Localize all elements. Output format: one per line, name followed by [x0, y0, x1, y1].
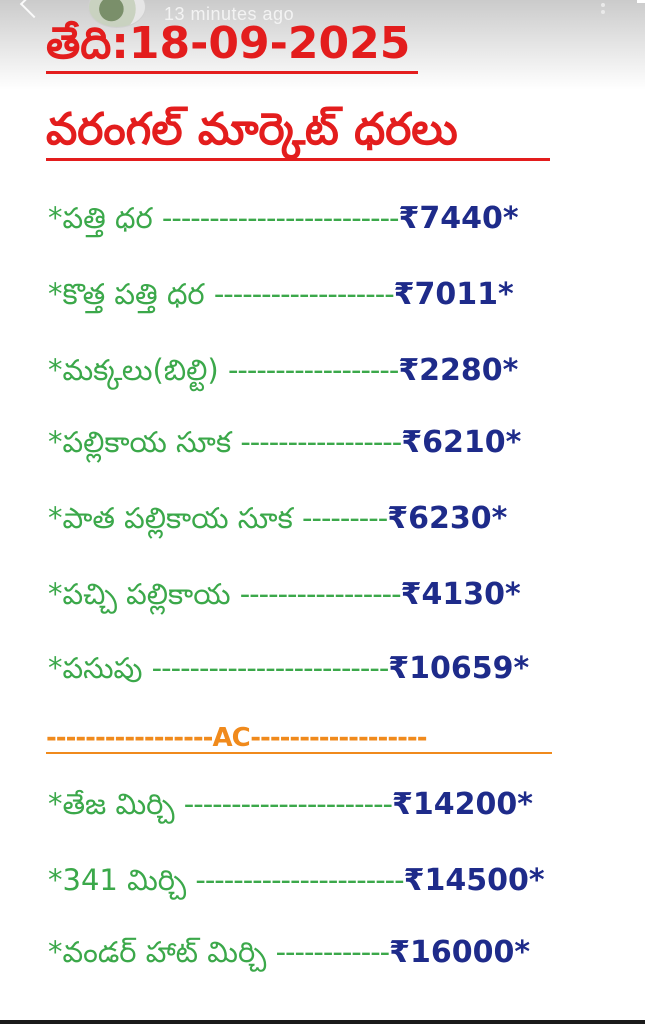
ac-divider-label: AC [212, 723, 251, 753]
item-price: ₹7011* [393, 277, 514, 312]
item-name: *కొత్త పత్తి ధర [48, 277, 214, 311]
item-name: *పల్లికాయ సూక [48, 425, 241, 459]
dash-leader: ------------------------- [161, 201, 400, 235]
bottom-edge [0, 1020, 645, 1024]
item-price: ₹6230* [387, 501, 508, 536]
date-underline [46, 71, 418, 74]
price-row-wonder-hot-chilli: *వండర్ హాట్ మిర్చి ------------₹16000* [48, 930, 608, 974]
item-name: *పాత పల్లికాయ సూక [48, 501, 303, 535]
dash-leader: ------------------- [213, 277, 395, 311]
price-row-new-cotton: *కొత్త పత్తి ధర -------------------₹7011… [48, 272, 608, 316]
dash-leader: ----------------- [239, 577, 402, 611]
item-name: *వండర్ హాట్ మిర్చి [48, 935, 276, 969]
dash-leader: ------------ [275, 935, 391, 969]
item-name: *పత్తి ధర [48, 201, 162, 235]
dash-leader: ------------------ [227, 353, 399, 387]
item-name: *పసుపు [48, 651, 152, 685]
item-price: ₹6210* [401, 425, 522, 460]
dash-leader: ------------------------- [151, 651, 390, 685]
price-row-turmeric: *పసుపు -------------------------₹10659* [48, 646, 608, 690]
item-name: *మక్కలు(బిల్టి) [48, 353, 228, 387]
item-price: ₹2280* [398, 353, 519, 388]
item-name: *తేజ మిర్చి [48, 787, 184, 821]
story-progress-bar [637, 0, 645, 3]
market-underline [46, 158, 550, 161]
ac-divider: -----------------AC------------------ [46, 722, 552, 754]
price-row-dry-groundnut: *పల్లికాయ సూక -----------------₹6210* [48, 420, 608, 464]
price-row-cotton: *పత్తి ధర -------------------------₹7440… [48, 196, 608, 240]
more-options-icon[interactable] [601, 0, 607, 14]
market-title: వరంగల్ మార్కెట్ ధరలు [46, 104, 458, 155]
ac-divider-right: ------------------ [250, 723, 427, 753]
time-ago-label: 13 minutes ago [164, 4, 295, 24]
date-title: తేది:18-09-2025 [46, 18, 411, 69]
item-name: *పచ్చి పల్లికాయ [48, 577, 240, 611]
dash-leader: ---------------------- [195, 863, 404, 897]
item-price: ₹14500* [403, 863, 545, 898]
dash-leader: ---------------------- [183, 787, 393, 821]
dash-leader: --------- [302, 501, 388, 535]
price-row-teja-chilli: *తేజ మిర్చి ----------------------₹14200… [48, 782, 608, 826]
item-price: ₹4130* [400, 577, 521, 612]
dash-leader: ----------------- [240, 425, 402, 459]
price-row-maize: *మక్కలు(బిల్టి) ------------------₹2280* [48, 348, 608, 392]
item-name: *341 మిర్చి [48, 863, 196, 897]
price-row-raw-groundnut: *పచ్చి పల్లికాయ -----------------₹4130* [48, 572, 608, 616]
price-row-341-chilli: *341 మిర్చి ----------------------₹14500… [48, 858, 608, 902]
item-price: ₹7440* [398, 201, 519, 236]
price-row-old-groundnut: *పాత పల్లికాయ సూక ---------₹6230* [48, 496, 608, 540]
item-price: ₹10659* [388, 651, 530, 686]
ac-underline [46, 752, 552, 754]
ac-divider-left: ----------------- [46, 723, 213, 753]
item-price: ₹16000* [389, 935, 531, 970]
item-price: ₹14200* [392, 787, 533, 822]
